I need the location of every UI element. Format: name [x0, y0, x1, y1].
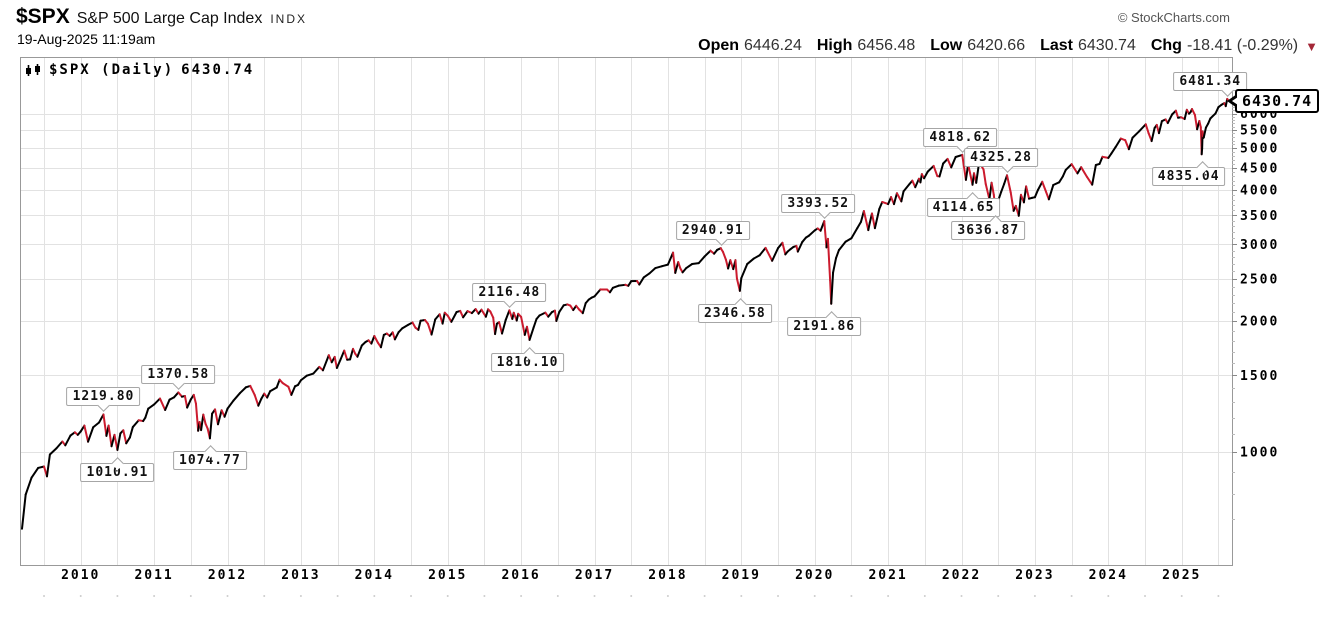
chart-datetime: 19-Aug-2025 11:19am [17, 31, 155, 47]
x-tick-label: 2021 [868, 568, 907, 583]
last-price-box: 6430.74 [1235, 89, 1319, 113]
x-tick-label: 2024 [1089, 568, 1128, 583]
y-axis-labels: 1000 1500 2000 2500 3000 3500 4000 4500 5000 5500… [1240, 107, 1279, 460]
x-tick-label: 2017 [575, 568, 614, 583]
quote-low: Low 6420.66 [930, 37, 1025, 55]
x-tick-label: 2018 [648, 568, 687, 583]
copyright: © StockCharts.com [1118, 10, 1230, 25]
x-tick-label: 2022 [942, 568, 981, 583]
legend-symbol: $SPX (Daily) [49, 62, 174, 78]
quote-change: Chg -18.41 (-0.29%) ▼ [1151, 37, 1318, 55]
quote-last: Last 6430.74 [1040, 37, 1136, 55]
index-name: S&P 500 Large Cap Index [77, 10, 263, 27]
x-tick-label: 2014 [355, 568, 394, 583]
x-tick-label: 2010 [61, 568, 100, 583]
y-tick-label: 4000 [1240, 184, 1279, 199]
x-tick-label: 2016 [501, 568, 540, 583]
y-tick-label: 3500 [1240, 209, 1279, 224]
x-tick-label: 2019 [722, 568, 761, 583]
y-tick-label: 1000 [1240, 446, 1279, 461]
y-tick-label: 3000 [1240, 238, 1279, 253]
y-tick-label: 2000 [1240, 315, 1279, 330]
chart-legend: $SPX (Daily) 6430.74 [25, 62, 254, 78]
exchange-label: INDX [270, 12, 307, 26]
x-tick-label: 2013 [281, 568, 320, 583]
gridlines [20, 57, 1232, 565]
x-tick-label: 2023 [1015, 568, 1054, 583]
y-tick-label: 4500 [1240, 161, 1279, 176]
y-tick-label: 5000 [1240, 141, 1279, 156]
y-tick-label: 2500 [1240, 272, 1279, 287]
x-tick-label: 2012 [208, 568, 247, 583]
y-tick-label: 5500 [1240, 123, 1279, 138]
y-tick-label: 1500 [1240, 369, 1279, 384]
x-tick-label: 2025 [1162, 568, 1201, 583]
down-triangle-icon: ▼ [1305, 40, 1318, 53]
plot-border [21, 58, 1233, 566]
x-axis-minor-dots [43, 595, 1219, 597]
symbol: $SPX [16, 5, 70, 28]
x-tick-label: 2020 [795, 568, 834, 583]
legend-value: 6430.74 [181, 62, 254, 78]
x-tick-label: 2015 [428, 568, 467, 583]
quote-open: Open 6446.24 [698, 37, 802, 55]
quote-bar: Open 6446.24 High 6456.48 Low 6420.66 La… [698, 37, 1318, 55]
candlestick-icon [25, 64, 42, 77]
quote-high: High 6456.48 [817, 37, 915, 55]
x-axis-labels: 2010 2011 2012 2013 2014 2015 2016 2017 2018 2019… [61, 568, 1201, 583]
price-line [22, 99, 1228, 529]
x-tick-label: 2011 [134, 568, 173, 583]
title-row: $SPX S&P 500 Large Cap Index INDX [16, 5, 307, 29]
